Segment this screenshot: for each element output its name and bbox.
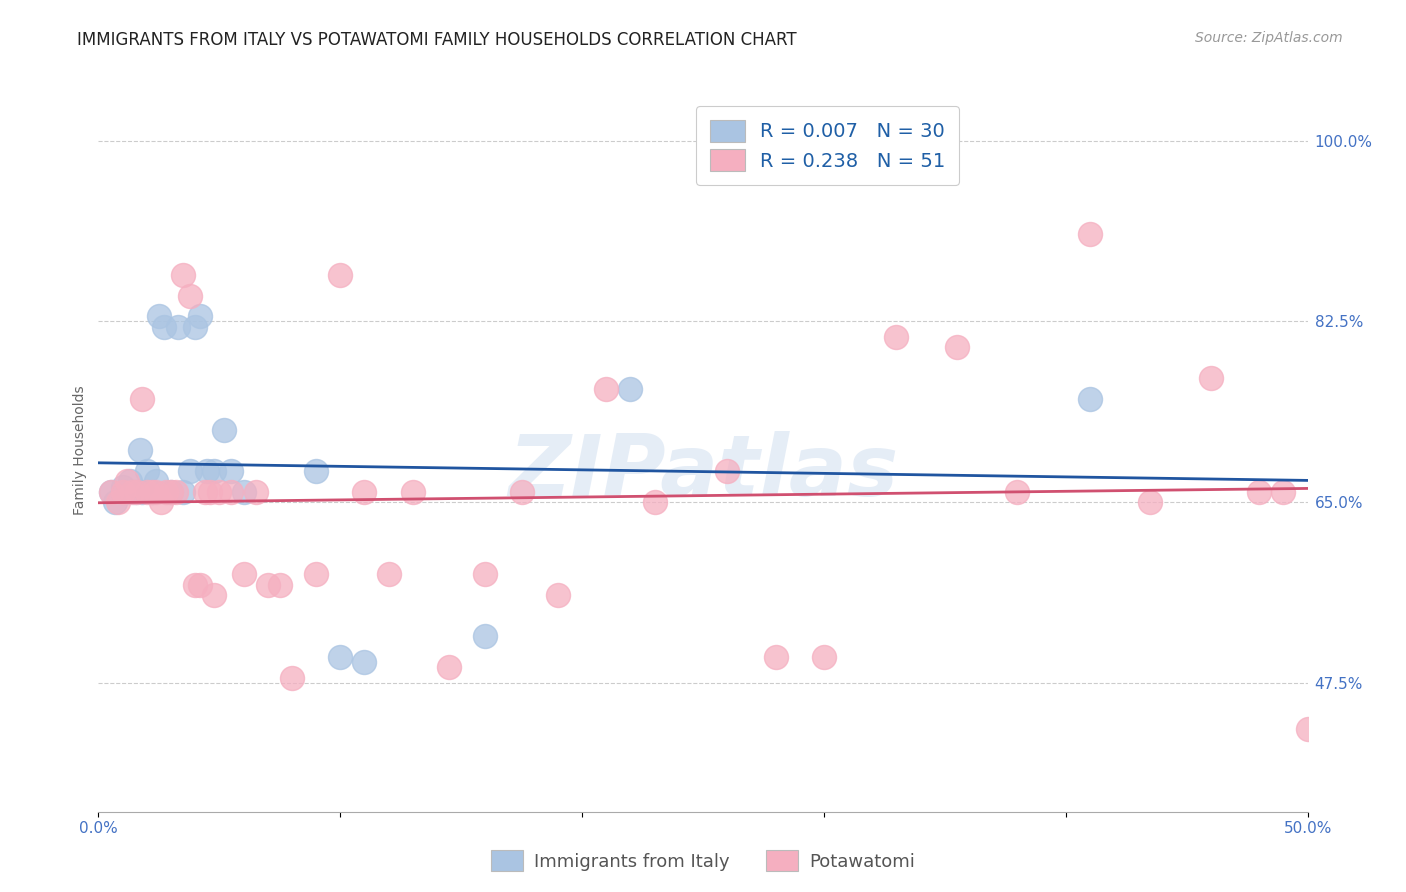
Point: [195, 464, 218, 478]
Point: [886, 330, 908, 344]
Point: [145, 484, 167, 499]
Point: [353, 484, 375, 499]
Text: IMMIGRANTS FROM ITALY VS POTAWATOMI FAMILY HOUSEHOLDS CORRELATION CHART: IMMIGRANTS FROM ITALY VS POTAWATOMI FAMI…: [77, 31, 797, 49]
Point: [131, 484, 153, 499]
Point: [510, 484, 533, 499]
Point: [104, 495, 127, 509]
Point: [547, 588, 569, 602]
Point: [124, 484, 146, 499]
Point: [329, 649, 352, 664]
Point: [1199, 371, 1222, 385]
Point: [644, 495, 666, 509]
Point: [595, 382, 617, 396]
Point: [194, 484, 217, 499]
Point: [165, 484, 187, 499]
Point: [198, 484, 221, 499]
Point: [179, 288, 201, 302]
Point: [100, 484, 122, 499]
Point: [208, 484, 231, 499]
Point: [141, 484, 163, 499]
Point: [1296, 722, 1319, 736]
Point: [1249, 484, 1271, 499]
Point: [305, 464, 328, 478]
Point: [128, 443, 150, 458]
Point: [212, 423, 235, 437]
Point: [1078, 392, 1101, 406]
Point: [184, 577, 207, 591]
Point: [172, 484, 194, 499]
Point: [813, 649, 835, 664]
Point: [437, 660, 460, 674]
Point: [1007, 484, 1029, 499]
Point: [141, 484, 163, 499]
Point: [946, 340, 969, 354]
Point: [245, 484, 267, 499]
Point: [160, 484, 183, 499]
Point: [619, 382, 641, 396]
Point: [160, 484, 183, 499]
Text: ZIPatlas: ZIPatlas: [508, 431, 898, 514]
Point: [188, 577, 211, 591]
Point: [100, 484, 122, 499]
Point: [765, 649, 787, 664]
Point: [117, 475, 139, 489]
Point: [232, 567, 254, 582]
Legend: R = 0.007   N = 30, R = 0.238   N = 51: R = 0.007 N = 30, R = 0.238 N = 51: [696, 106, 959, 186]
Point: [145, 475, 167, 489]
Point: [474, 629, 496, 643]
Point: [204, 464, 226, 478]
Point: [172, 268, 194, 282]
Y-axis label: Family Households: Family Households: [73, 385, 87, 516]
Point: [184, 319, 207, 334]
Point: [1272, 484, 1295, 499]
Point: [329, 268, 352, 282]
Point: [121, 484, 143, 499]
Point: [135, 464, 157, 478]
Point: [127, 484, 149, 499]
Point: [135, 484, 157, 499]
Point: [150, 495, 173, 509]
Text: Source: ZipAtlas.com: Source: ZipAtlas.com: [1195, 31, 1343, 45]
Point: [221, 484, 243, 499]
Point: [353, 655, 375, 669]
Point: [716, 464, 738, 478]
Point: [131, 392, 153, 406]
Point: [117, 484, 139, 499]
Point: [1139, 495, 1161, 509]
Point: [167, 319, 190, 334]
Point: [155, 484, 177, 499]
Point: [305, 567, 328, 582]
Point: [152, 319, 174, 334]
Legend: Immigrants from Italy, Potawatomi: Immigrants from Italy, Potawatomi: [484, 843, 922, 879]
Point: [148, 310, 170, 324]
Point: [269, 577, 291, 591]
Point: [256, 577, 278, 591]
Point: [232, 484, 254, 499]
Point: [402, 484, 425, 499]
Point: [281, 671, 304, 685]
Point: [377, 567, 399, 582]
Point: [474, 567, 496, 582]
Point: [179, 464, 201, 478]
Point: [111, 484, 134, 499]
Point: [204, 588, 226, 602]
Point: [221, 464, 243, 478]
Point: [118, 475, 141, 489]
Point: [1078, 227, 1101, 241]
Point: [107, 495, 129, 509]
Point: [111, 480, 134, 494]
Point: [188, 310, 211, 324]
